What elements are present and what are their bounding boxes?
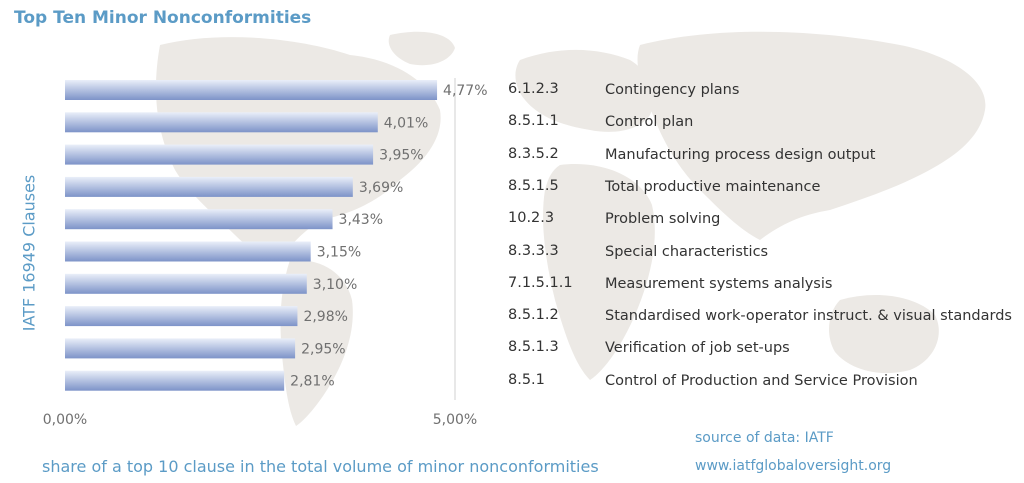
clause-description: Contingency plans — [605, 82, 740, 98]
bar-value-label: 3,43% — [339, 212, 383, 228]
bar-value-label: 2,98% — [303, 309, 347, 325]
clause-code: 8.5.1 — [508, 371, 545, 388]
bar — [65, 209, 333, 230]
clause-description: Measurement systems analysis — [605, 275, 833, 292]
bar — [65, 306, 298, 327]
bar-value-label: 3,95% — [379, 148, 423, 164]
bar — [65, 338, 296, 359]
clause-code: 7.1.5.1.1 — [508, 274, 573, 291]
clause-description: Control plan — [605, 114, 694, 131]
clause-code: 8.5.1.3 — [508, 339, 559, 356]
clause-description: Total productive maintenance — [605, 178, 821, 195]
clause-description: Control of Production and Service Provis… — [605, 372, 918, 389]
clause-code: 8.5.1.2 — [508, 307, 559, 324]
bar — [65, 112, 378, 133]
source-text: source of data: IATF — [695, 430, 834, 446]
clause-code: 10.2.3 — [508, 210, 555, 227]
bar-value-label: 3,10% — [313, 277, 357, 293]
clause-code: 8.5.1.1 — [508, 113, 559, 130]
bar — [65, 176, 353, 197]
clause-code: 8.3.3.3 — [508, 242, 559, 259]
chart-title: Top Ten Minor Nonconformities — [14, 8, 312, 28]
x-tick-label: 5,00% — [432, 412, 478, 428]
clause-description: Special characteristics — [605, 243, 769, 260]
clause-description: Manufacturing process design output — [605, 146, 876, 163]
source-url: www.iatfglobaloversight.org — [695, 458, 892, 474]
bar-value-label: 2,95% — [301, 341, 345, 357]
bar — [65, 370, 285, 391]
clause-code: 8.5.1.5 — [508, 177, 559, 194]
clause-description: Standardised work-operator instruct. & v… — [605, 308, 1012, 325]
bar — [65, 80, 438, 100]
x-tick-label: 0,00% — [42, 412, 88, 428]
clause-code: 6.1.2.3 — [508, 81, 559, 97]
bar — [65, 144, 374, 165]
bar-value-label: 4,77% — [443, 83, 487, 99]
bar-value-label: 4,01% — [384, 115, 428, 131]
bar — [65, 241, 311, 262]
bar — [65, 273, 307, 294]
clause-description: Problem solving — [605, 211, 721, 228]
bar-value-label: 3,15% — [317, 245, 361, 261]
bar-value-label: 2,81% — [290, 374, 334, 390]
bar-value-label: 3,69% — [359, 180, 403, 196]
clause-description: Verification of job set-ups — [605, 340, 790, 357]
clause-code: 8.3.5.2 — [508, 145, 559, 162]
x-axis-label: share of a top 10 clause in the total vo… — [42, 457, 599, 476]
